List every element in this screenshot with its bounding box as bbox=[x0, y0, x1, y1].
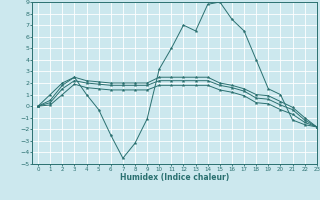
X-axis label: Humidex (Indice chaleur): Humidex (Indice chaleur) bbox=[120, 173, 229, 182]
